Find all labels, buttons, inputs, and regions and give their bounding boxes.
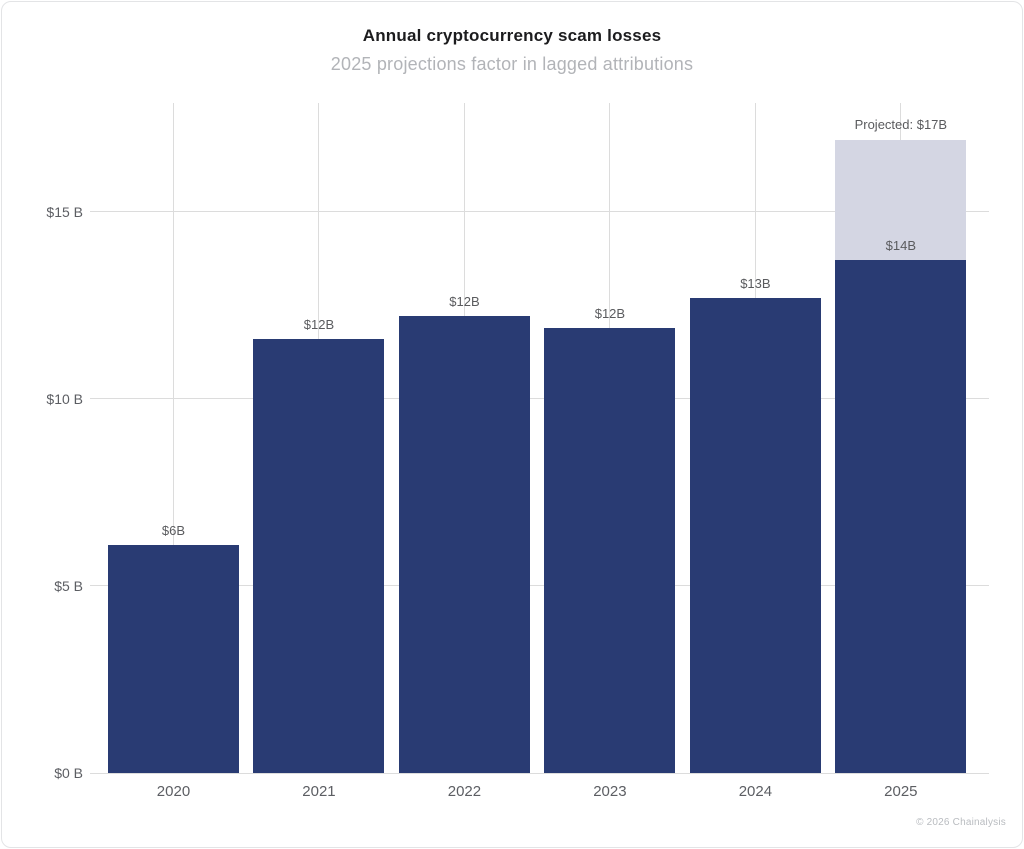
bar-group-2024: $13B (689, 103, 821, 773)
bar-value-label: $6B (161, 522, 186, 538)
bar (835, 260, 967, 773)
attribution-text: © 2026 Chainalysis (916, 817, 1006, 828)
bar-value-label: $12B (594, 305, 626, 321)
horizontal-gridline (90, 211, 989, 213)
x-axis-tick-label: 2023 (593, 783, 627, 800)
chart-title: Annual cryptocurrency scam losses (362, 26, 662, 45)
bar-group-2021: $12B (253, 103, 385, 773)
bar (544, 327, 676, 773)
y-axis-tick-label: $5 B (54, 577, 83, 594)
bar (253, 338, 385, 773)
bar (107, 544, 239, 773)
x-axis-tick-label: 2025 (884, 783, 918, 800)
plot-area: $0 B $5 B $10 B $15 B $6B 2020 $12B 2021 $12B 202… (46, 103, 989, 800)
x-axis-tick-label: 2024 (738, 783, 773, 800)
bar (689, 297, 821, 773)
chart-subtitle: 2025 projections factor in lagged attrib… (330, 54, 694, 74)
bar (398, 316, 530, 773)
bar-value-label: $13B (740, 275, 771, 291)
bar-group-2022: $12B (398, 103, 530, 773)
y-axis-tick-label: $10 B (46, 390, 83, 407)
chart-header: Annual cryptocurrency scam losses 2025 p… (2, 26, 1022, 75)
bar-value-label: $12B (303, 316, 335, 332)
bar-group-2020: $6B (107, 103, 239, 773)
bar-group-2023: $12B (544, 103, 676, 773)
horizontal-gridline (90, 772, 989, 774)
horizontal-gridline (90, 585, 989, 587)
x-axis-tick-label: 2021 (302, 783, 336, 800)
projected-value-label: Projected: $17B (854, 117, 948, 133)
horizontal-gridline (90, 398, 989, 400)
x-axis-tick-label: 2022 (447, 783, 482, 800)
y-axis-tick-label: $0 B (54, 765, 83, 781)
y-axis-tick-label: $15 B (46, 203, 83, 220)
bar-value-label: $14B (885, 238, 917, 254)
bar-group-2025: Projected: $17B $14B (835, 103, 967, 773)
bar-value-label: $12B (449, 294, 480, 310)
x-axis-tick-label: 2020 (156, 783, 191, 800)
vertical-gridline (172, 103, 174, 773)
